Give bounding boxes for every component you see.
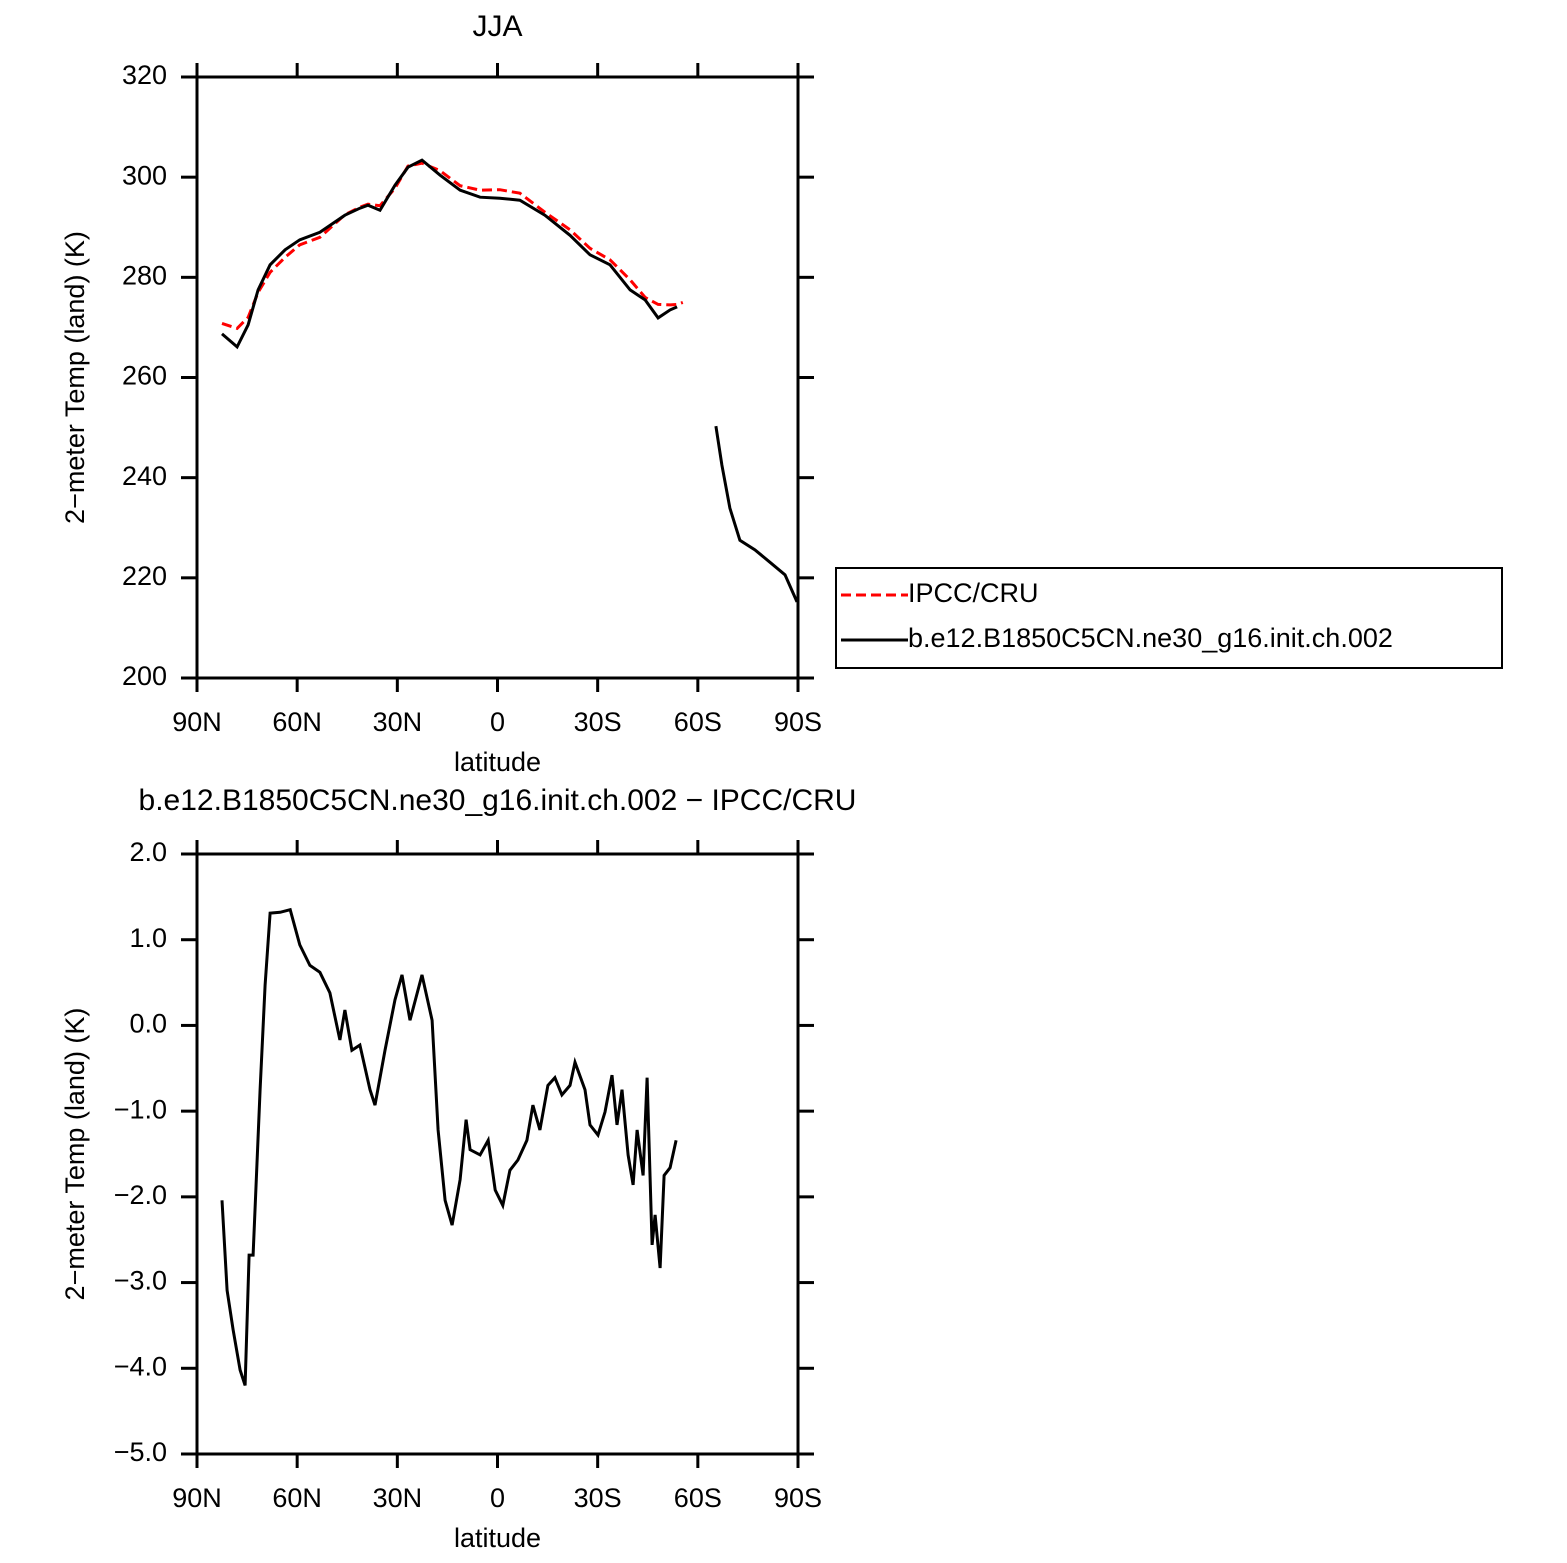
y-tick-label: 220 xyxy=(122,561,167,591)
x-tick-label: 60N xyxy=(272,1483,322,1513)
y-tick-label: 260 xyxy=(122,361,167,391)
x-axis-label: latitude xyxy=(454,1523,541,1553)
x-tick-label: 30N xyxy=(373,707,423,737)
x-tick-label: 60S xyxy=(674,707,722,737)
y-tick-label: 1.0 xyxy=(129,923,167,953)
y-tick-label: −5.0 xyxy=(114,1437,167,1467)
y-tick-label: 200 xyxy=(122,661,167,691)
x-tick-label: 0 xyxy=(490,707,505,737)
y-tick-label: 300 xyxy=(122,160,167,190)
plot-frame xyxy=(195,75,800,680)
x-tick-label: 90S xyxy=(774,707,822,737)
y-tick-label: 320 xyxy=(122,60,167,90)
legend-label: b.e12.B1850C5CN.ne30_g16.init.ch.002 xyxy=(908,623,1393,653)
x-tick-label: 60S xyxy=(674,1483,722,1513)
y-tick-label: 240 xyxy=(122,461,167,491)
y-axis-label: 2−meter Temp (land) (K) xyxy=(60,231,90,524)
chart-title: b.e12.B1850C5CN.ne30_g16.init.ch.002 − I… xyxy=(139,784,857,817)
y-axis-label: 2−meter Temp (land) (K) xyxy=(60,1008,90,1301)
x-axis-label: latitude xyxy=(454,747,541,777)
plot-frame xyxy=(195,852,800,1456)
series-line xyxy=(221,158,799,603)
legend-label: IPCC/CRU xyxy=(908,578,1039,608)
y-tick-label: −1.0 xyxy=(114,1094,167,1124)
series-line xyxy=(220,907,678,1386)
x-tick-label: 0 xyxy=(490,1483,505,1513)
legend-box xyxy=(835,567,1503,669)
y-tick-label: −4.0 xyxy=(114,1351,167,1381)
x-tick-label: 30S xyxy=(574,1483,622,1513)
y-tick-label: 0.0 xyxy=(129,1009,167,1039)
x-tick-label: 30N xyxy=(373,1483,423,1513)
chart-title: JJA xyxy=(472,10,522,43)
x-tick-label: 90N xyxy=(172,1483,222,1513)
x-tick-label: 90N xyxy=(172,707,222,737)
y-tick-label: −2.0 xyxy=(114,1180,167,1210)
y-tick-label: 2.0 xyxy=(129,837,167,867)
y-tick-label: 280 xyxy=(122,260,167,290)
x-tick-label: 60N xyxy=(272,707,322,737)
x-tick-label: 90S xyxy=(774,1483,822,1513)
x-tick-label: 30S xyxy=(574,707,622,737)
y-tick-label: −3.0 xyxy=(114,1266,167,1296)
